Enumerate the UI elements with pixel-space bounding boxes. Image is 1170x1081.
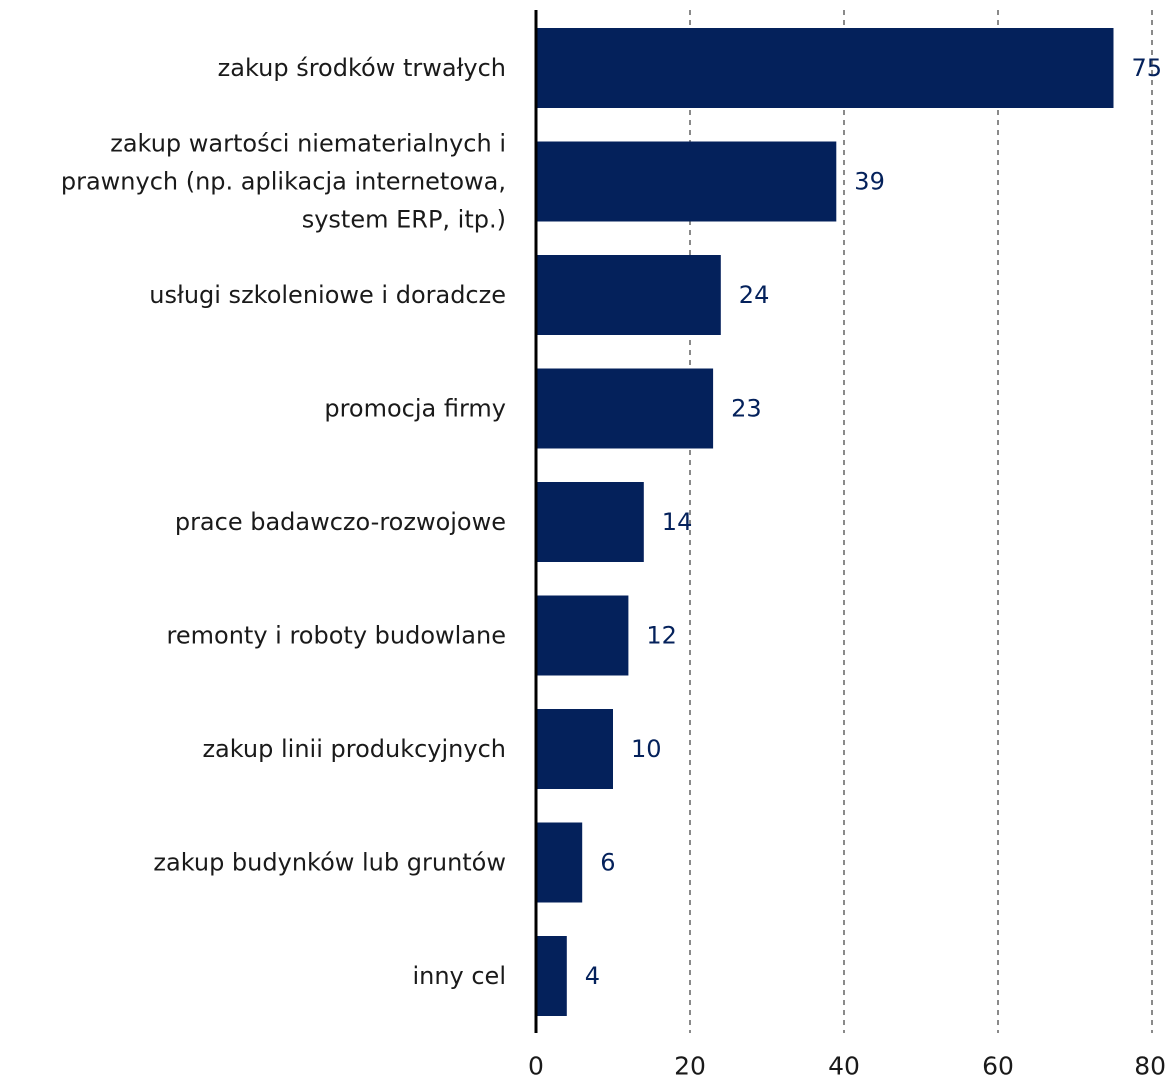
bar-2	[536, 255, 721, 335]
gridlines	[689, 10, 1153, 1033]
bar-1	[536, 141, 837, 222]
bar-8	[536, 936, 567, 1016]
category-labels: zakup środków trwałych zakup wartości nie…	[61, 54, 506, 990]
bar-4	[536, 482, 644, 562]
category-label-1-line-2: system ERP, itp.)	[302, 206, 506, 234]
category-label-4: prace badawczo-rozwojowe	[175, 508, 506, 536]
bar-6	[536, 709, 613, 789]
x-tick-label-60: 60	[982, 1052, 1014, 1081]
category-label-1-line-0: zakup wartości niematerialnych i	[110, 130, 506, 158]
category-label-3: promocja firmy	[324, 395, 506, 423]
value-label-8: 4	[585, 962, 600, 990]
bar-0	[536, 28, 1114, 108]
value-labels: 75 39 24 23 14 12 10 6 4	[585, 54, 1162, 990]
value-label-6: 10	[631, 735, 662, 763]
category-label-7: zakup budynków lub gruntów	[153, 849, 506, 877]
value-label-2: 24	[739, 281, 770, 309]
value-label-5: 12	[646, 622, 677, 650]
category-label-6: zakup linii produkcyjnych	[202, 735, 506, 763]
category-label-5: remonty i roboty budowlane	[167, 622, 506, 650]
bar-7	[536, 822, 583, 903]
bars	[536, 28, 1114, 1016]
value-label-1: 39	[854, 168, 885, 196]
category-label-2: usługi szkoleniowe i doradcze	[149, 281, 506, 309]
bar-5	[536, 595, 629, 676]
value-label-3: 23	[731, 395, 762, 423]
value-label-0: 75	[1132, 54, 1163, 82]
value-label-7: 6	[600, 849, 615, 877]
x-tick-label-80: 80	[1134, 1052, 1166, 1081]
category-label-0: zakup środków trwałych	[218, 54, 506, 82]
x-tick-label-20: 20	[674, 1052, 706, 1081]
x-axis-tick-labels: 0 20 40 60 80	[528, 1052, 1166, 1081]
category-label-8: inny cel	[412, 962, 506, 990]
value-label-4: 14	[662, 508, 693, 536]
x-tick-label-40: 40	[828, 1052, 860, 1081]
bar-3	[536, 368, 714, 449]
category-label-1-line-1: prawnych (np. aplikacja internetowa,	[61, 168, 506, 196]
x-tick-label-0: 0	[528, 1052, 544, 1081]
